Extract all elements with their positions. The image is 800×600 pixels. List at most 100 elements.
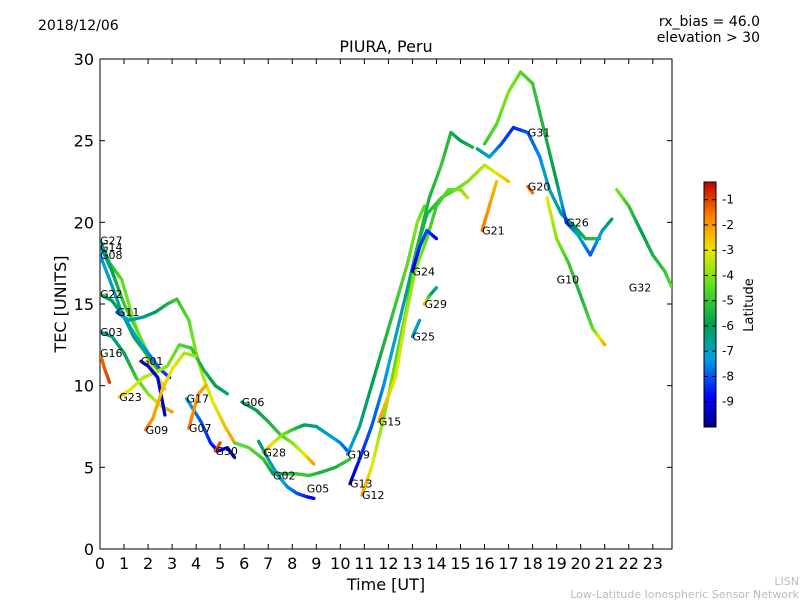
satellite-label-g24: G24 xyxy=(412,265,435,278)
series-g21 xyxy=(480,179,499,233)
x-tick-label: 2 xyxy=(143,554,153,573)
series-point xyxy=(347,457,352,462)
x-tick-label: 11 xyxy=(354,554,374,573)
colorbar-tick-label: -7 xyxy=(722,344,734,358)
footer-lisn: LISN xyxy=(774,575,799,588)
colorbar-label: Latitude xyxy=(742,278,757,332)
series-g09 xyxy=(144,351,198,432)
series-g12 xyxy=(360,130,475,497)
colorbar-tick-label: -5 xyxy=(722,294,734,308)
x-tick-label: 7 xyxy=(263,554,273,573)
x-tick-label: 18 xyxy=(522,554,542,573)
series-g29 xyxy=(422,286,439,306)
x-tick-label: 16 xyxy=(474,554,494,573)
x-tick-label: 6 xyxy=(239,554,249,573)
plot-area xyxy=(99,58,673,550)
satellite-label-g06: G06 xyxy=(242,396,265,409)
x-tick-label: 1 xyxy=(119,554,129,573)
x-axis-label: Time [UT] xyxy=(346,575,425,594)
satellite-label-g17: G17 xyxy=(187,393,210,406)
series-layer xyxy=(100,70,672,500)
satellite-label-g13: G13 xyxy=(350,478,373,491)
satellite-label-g32: G32 xyxy=(629,282,652,295)
series-point xyxy=(434,236,439,241)
satellite-label-g26: G26 xyxy=(566,216,589,229)
series-g05 xyxy=(257,439,316,500)
x-tick-label: 4 xyxy=(191,554,201,573)
series-point xyxy=(465,195,470,200)
series-g30 xyxy=(213,441,222,453)
satellite-label-g20: G20 xyxy=(528,180,551,193)
y-tick-label: 30 xyxy=(74,50,94,69)
series-point xyxy=(417,318,422,324)
series-point xyxy=(155,366,160,371)
colorbar-tick-label: -8 xyxy=(722,369,734,383)
satellite-label-g30: G30 xyxy=(215,445,238,458)
series-point xyxy=(224,391,229,396)
satellite-label-g01: G01 xyxy=(141,355,164,368)
series-point xyxy=(602,342,607,347)
satellite-label-g11: G11 xyxy=(117,306,140,319)
series-g16 xyxy=(100,351,112,384)
x-tick-label: 13 xyxy=(402,554,422,573)
series-point xyxy=(669,284,672,290)
satellite-label-g27: G27 xyxy=(100,234,123,247)
colorbar xyxy=(703,181,717,428)
series-g08 xyxy=(100,253,160,371)
series-g07 xyxy=(187,384,208,430)
satellite-label-g14: G14 xyxy=(100,241,123,254)
series-point xyxy=(422,204,427,209)
y-tick-label: 0 xyxy=(84,540,94,559)
x-tick-label: 22 xyxy=(619,554,639,573)
series-point xyxy=(434,286,439,290)
rx-bias-label: rx_bias = 46.0 xyxy=(659,14,760,30)
colorbar-tick-label: -4 xyxy=(722,268,734,282)
colorbar-tick-label: -9 xyxy=(722,395,734,409)
y-axis-label: TEC [UNITS] xyxy=(51,256,70,354)
colorbar-tick-label: -2 xyxy=(722,218,734,232)
satellite-label-g12: G12 xyxy=(362,489,385,502)
elevation-label: elevation > 30 xyxy=(657,30,760,46)
satellite-label-g03: G03 xyxy=(100,326,123,339)
satellite-label-g21: G21 xyxy=(482,225,505,238)
colorbar-ticks: -9 -8 -7 -6 -5 -4 -3 -2 -1 xyxy=(704,193,734,409)
series-g32 xyxy=(615,188,672,290)
x-tick-label: 15 xyxy=(450,554,470,573)
x-tick-label: 9 xyxy=(311,554,321,573)
series-g10 xyxy=(545,196,607,347)
satellite-label-g16: G16 xyxy=(100,347,123,360)
chart-title: PIURA, Peru xyxy=(339,37,432,56)
series-point xyxy=(311,461,316,466)
colorbar-tick-label: -1 xyxy=(722,193,734,207)
x-tick-label: 23 xyxy=(643,554,663,573)
y-tick-label: 20 xyxy=(74,213,94,232)
series-g24 xyxy=(410,228,439,273)
series-g02 xyxy=(232,441,352,478)
y-tick-label: 5 xyxy=(84,458,94,477)
x-tick-label: 3 xyxy=(167,554,177,573)
x-tick-label: 8 xyxy=(287,554,297,573)
satellite-label-g09: G09 xyxy=(146,424,169,437)
series-point xyxy=(609,217,614,222)
series-g20 xyxy=(526,184,535,195)
y-tick-label: 10 xyxy=(74,377,94,396)
axes: 0 1 2 3 4 5 6 7 8 9 10 11 12 13 14 15 16 17 18 19 20 21 22 2305… xyxy=(74,50,672,573)
series-g15 xyxy=(377,188,470,424)
satellite-label-g31: G31 xyxy=(528,127,551,140)
x-tick-label: 14 xyxy=(426,554,446,573)
x-tick-label: 10 xyxy=(330,554,350,573)
satellite-label-g08: G08 xyxy=(100,249,123,262)
footer-network: Low-Latitude Ionospheric Sensor Network xyxy=(570,588,799,600)
series-point xyxy=(494,179,499,185)
colorbar-tick-label: -3 xyxy=(722,243,734,257)
satellite-label-g23: G23 xyxy=(119,391,142,404)
y-tick-label: 15 xyxy=(74,295,94,314)
satellite-label-g15: G15 xyxy=(379,416,402,429)
satellite-label-g07: G07 xyxy=(189,422,212,435)
satellite-label-g10: G10 xyxy=(557,274,580,287)
x-tick-label: 20 xyxy=(570,554,590,573)
satellite-label-g28: G28 xyxy=(263,447,286,460)
satellite-label-g25: G25 xyxy=(412,331,435,344)
